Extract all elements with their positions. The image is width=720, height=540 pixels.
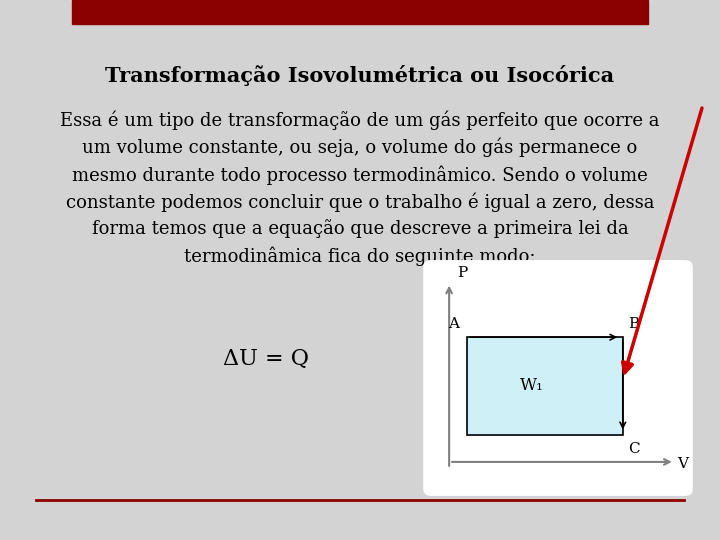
FancyBboxPatch shape [423,260,693,496]
Bar [467,337,623,435]
Text: Essa é um tipo de transformação de um gás perfeito que ocorre a
um volume consta: Essa é um tipo de transformação de um gá… [60,111,660,266]
Text: Transformação Isovolumétrica ou Isocórica: Transformação Isovolumétrica ou Isocóric… [105,65,615,86]
Text: A: A [449,317,459,331]
Text: B: B [628,317,639,331]
Text: V: V [678,457,688,471]
Text: P: P [457,266,467,280]
Text: ΔU = Q: ΔU = Q [223,348,310,370]
Text: W₁: W₁ [521,377,544,394]
Text: C: C [628,442,639,456]
